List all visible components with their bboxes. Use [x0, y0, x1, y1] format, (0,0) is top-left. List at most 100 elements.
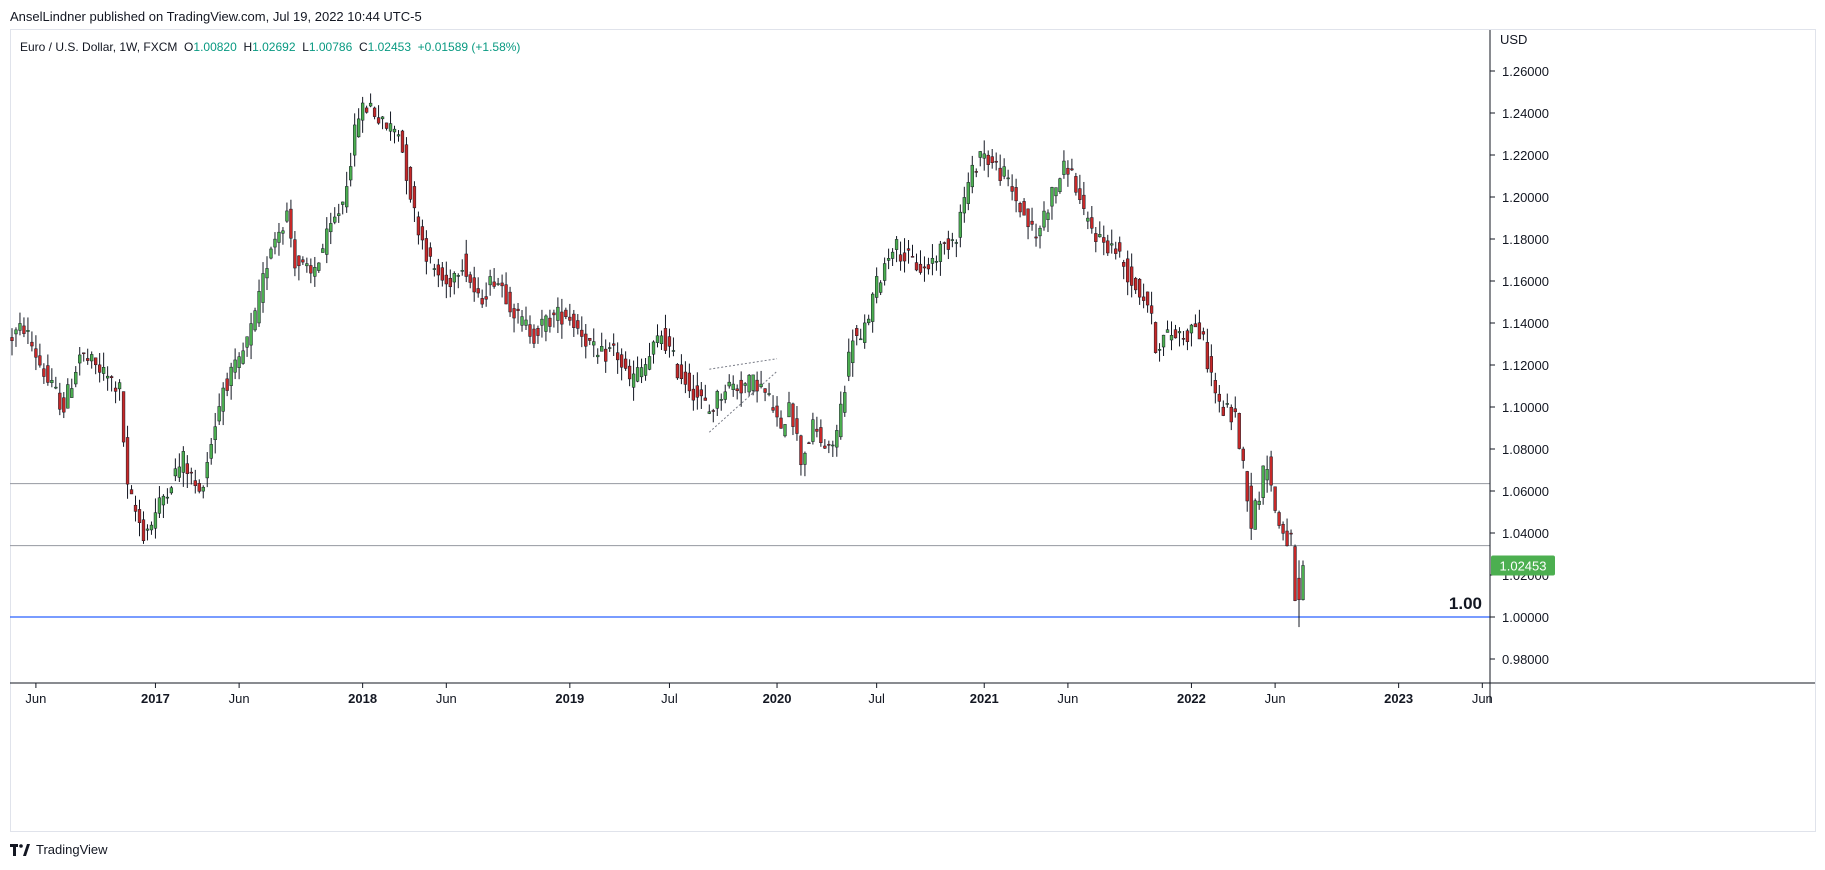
candle-body[interactable]	[827, 444, 831, 446]
candle-body[interactable]	[297, 255, 301, 267]
candle-body[interactable]	[978, 151, 982, 158]
candle-body[interactable]	[1229, 406, 1233, 423]
candle-body[interactable]	[333, 216, 337, 223]
candle-body[interactable]	[667, 336, 672, 347]
candle-body[interactable]	[779, 417, 783, 429]
candle-body[interactable]	[133, 504, 138, 512]
candle-body[interactable]	[763, 388, 767, 393]
candle-body[interactable]	[1070, 168, 1074, 171]
candle-body[interactable]	[165, 496, 170, 499]
candle-body[interactable]	[225, 378, 229, 391]
candle-body[interactable]	[1074, 176, 1078, 193]
candle-body[interactable]	[177, 466, 181, 478]
candle-body[interactable]	[193, 480, 197, 487]
candle-body[interactable]	[711, 410, 715, 412]
candle-body[interactable]	[986, 154, 990, 165]
candle-body[interactable]	[532, 328, 536, 344]
candle-body[interactable]	[878, 282, 883, 293]
candle-body[interactable]	[1126, 258, 1130, 283]
last-price-tag[interactable]	[1491, 555, 1555, 576]
candle-body[interactable]	[472, 277, 476, 293]
candle-body[interactable]	[1213, 380, 1217, 394]
candle-body[interactable]	[962, 197, 966, 214]
candle-body[interactable]	[245, 336, 249, 348]
candle-body[interactable]	[755, 379, 759, 392]
candle-body[interactable]	[847, 351, 851, 377]
candle-body[interactable]	[1006, 177, 1010, 180]
candle-body[interactable]	[898, 254, 903, 262]
candle-body[interactable]	[735, 388, 739, 392]
candle-body[interactable]	[695, 385, 699, 398]
candle-body[interactable]	[484, 296, 488, 300]
candle-body[interactable]	[679, 364, 684, 380]
candle-body[interactable]	[588, 337, 592, 341]
candle-body[interactable]	[173, 468, 178, 477]
candle-body[interactable]	[1098, 234, 1102, 238]
candle-body[interactable]	[329, 223, 333, 233]
candle-body[interactable]	[623, 358, 628, 369]
candle-body[interactable]	[388, 123, 393, 132]
candle-body[interactable]	[213, 426, 217, 441]
candle-body[interactable]	[1253, 500, 1257, 530]
candle-body[interactable]	[1149, 305, 1154, 314]
candle-body[interactable]	[1010, 186, 1014, 192]
candle-body[interactable]	[22, 325, 26, 334]
candle-body[interactable]	[70, 388, 74, 398]
candle-body[interactable]	[109, 376, 114, 378]
candle-body[interactable]	[851, 340, 855, 364]
candle-body[interactable]	[612, 343, 616, 346]
candle-body[interactable]	[1273, 486, 1277, 511]
candle-body[interactable]	[675, 363, 680, 379]
candle-body[interactable]	[651, 341, 656, 355]
candle-body[interactable]	[1301, 565, 1305, 601]
candle-body[interactable]	[90, 354, 94, 362]
candle-body[interactable]	[958, 211, 962, 238]
candle-body[interactable]	[600, 346, 604, 352]
candle-body[interactable]	[141, 519, 146, 542]
candle-body[interactable]	[420, 226, 425, 241]
candle-body[interactable]	[317, 262, 321, 271]
candle-body[interactable]	[1285, 530, 1289, 547]
candle-body[interactable]	[121, 391, 126, 443]
candle-body[interactable]	[1018, 203, 1022, 213]
candle-body[interactable]	[1102, 237, 1106, 243]
candle-body[interactable]	[10, 337, 14, 341]
candle-body[interactable]	[663, 328, 668, 351]
candle-body[interactable]	[34, 348, 38, 358]
triangle-lower-line[interactable]	[708, 370, 778, 433]
candle-body[interactable]	[520, 316, 524, 326]
candle-body[interactable]	[950, 239, 955, 241]
candle-body[interactable]	[189, 471, 193, 474]
candle-body[interactable]	[747, 374, 751, 393]
candle-body[interactable]	[125, 437, 130, 485]
candle-body[interactable]	[619, 354, 624, 368]
candle-body[interactable]	[1269, 456, 1273, 486]
candle-body[interactable]	[815, 428, 819, 432]
candle-body[interactable]	[703, 397, 707, 401]
chart-frame[interactable]	[10, 29, 1816, 832]
candle-body[interactable]	[783, 424, 787, 437]
candle-body[interactable]	[946, 238, 951, 250]
candle-body[interactable]	[1189, 324, 1194, 334]
candle-body[interactable]	[1257, 500, 1261, 505]
candle-body[interactable]	[98, 364, 102, 373]
candle-body[interactable]	[321, 248, 325, 253]
candle-body[interactable]	[751, 374, 755, 391]
candle-body[interactable]	[504, 284, 508, 305]
candle-body[interactable]	[691, 388, 696, 401]
candle-body[interactable]	[572, 313, 576, 328]
candle-body[interactable]	[608, 347, 612, 349]
candle-body[interactable]	[1173, 329, 1178, 339]
candle-body[interactable]	[440, 267, 444, 281]
candle-body[interactable]	[117, 382, 122, 390]
candle-body[interactable]	[580, 329, 584, 337]
candle-body[interactable]	[863, 322, 867, 343]
candle-body[interactable]	[1209, 356, 1213, 373]
candle-body[interactable]	[723, 391, 727, 400]
candle-body[interactable]	[1157, 349, 1162, 351]
candle-body[interactable]	[1110, 243, 1114, 246]
candle-body[interactable]	[412, 186, 417, 209]
candle-body[interactable]	[528, 324, 532, 337]
candle-body[interactable]	[496, 283, 500, 285]
candle-body[interactable]	[548, 317, 552, 327]
